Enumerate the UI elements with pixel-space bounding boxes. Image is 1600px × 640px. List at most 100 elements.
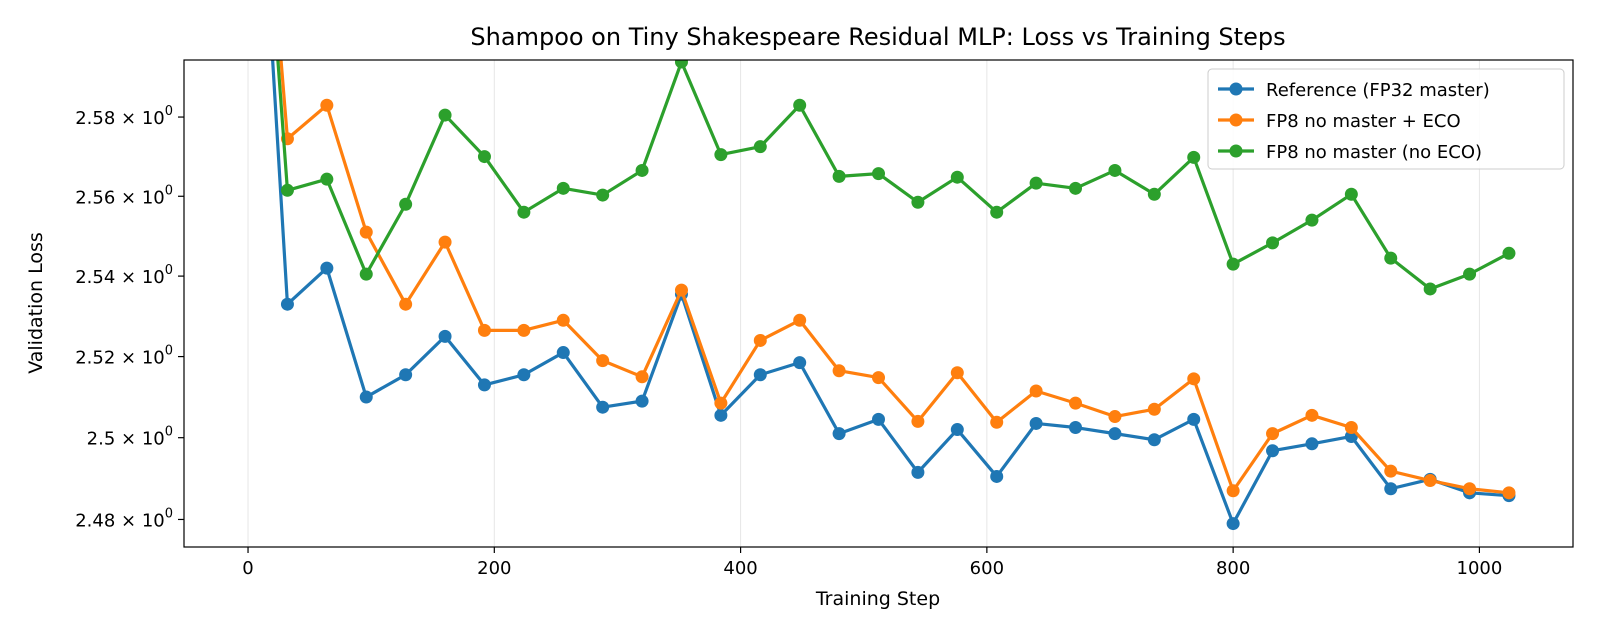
legend: Reference (FP32 master) FP8 no master + E… <box>1207 68 1565 170</box>
chart-title: Shampoo on Tiny Shakespeare Residual MLP… <box>470 23 1285 51</box>
data-point <box>517 205 531 219</box>
data-point <box>1187 372 1201 386</box>
y-tick-base: 10 <box>142 510 165 531</box>
data-point <box>990 469 1004 483</box>
data-point <box>438 235 452 249</box>
data-point <box>674 60 688 69</box>
legend-swatch-marker <box>1229 113 1243 127</box>
y-axis-label: Validation Loss <box>25 232 47 374</box>
data-point <box>1069 181 1083 195</box>
data-point <box>477 323 491 337</box>
data-point <box>950 423 964 437</box>
data-point <box>1029 416 1043 430</box>
y-tick-exponent: 0 <box>165 425 173 440</box>
data-point <box>438 108 452 122</box>
data-point <box>1305 437 1319 451</box>
y-tick-exponent: 0 <box>165 263 173 278</box>
data-point <box>1069 421 1083 435</box>
y-tick-mantissa: 2.48 × <box>75 510 142 531</box>
x-tick-label: 800 <box>1216 558 1250 579</box>
data-point <box>714 408 728 422</box>
data-point <box>1423 282 1437 296</box>
data-point <box>1187 412 1201 426</box>
y-tick-label: 2.5 × 100 <box>87 425 173 450</box>
data-point <box>280 297 294 311</box>
data-point <box>1463 482 1477 496</box>
data-point <box>1305 213 1319 227</box>
x-axis-label: Training Step <box>815 588 940 610</box>
y-tick-label: 2.52 × 100 <box>75 344 173 369</box>
data-point <box>320 261 334 275</box>
data-point <box>1029 384 1043 398</box>
data-point <box>1384 482 1398 496</box>
y-tick-base: 10 <box>142 108 165 129</box>
data-point <box>990 205 1004 219</box>
y-tick-mantissa: 2.54 × <box>75 267 142 288</box>
data-point <box>517 323 531 337</box>
x-tick-label: 0 <box>242 558 253 579</box>
data-point <box>714 148 728 162</box>
legend-box <box>1207 68 1565 170</box>
y-tick-exponent: 0 <box>165 183 173 198</box>
y-tick-exponent: 0 <box>165 506 173 521</box>
y-tick-base: 10 <box>142 267 165 288</box>
data-point <box>359 225 373 239</box>
data-point <box>793 98 807 112</box>
data-point <box>911 195 925 209</box>
data-point <box>1187 150 1201 164</box>
data-point <box>1384 464 1398 478</box>
data-point <box>832 427 846 441</box>
plot-frame <box>183 59 1574 548</box>
data-point <box>1423 474 1437 488</box>
data-point <box>950 366 964 380</box>
y-tick-mantissa: 2.56 × <box>75 187 142 208</box>
data-point <box>635 394 649 408</box>
data-point <box>1147 402 1161 416</box>
data-point <box>753 333 767 347</box>
y-tick-mantissa: 2.5 × <box>87 429 142 450</box>
x-tick-label: 1000 <box>1457 558 1503 579</box>
y-tick-label: 2.58 × 100 <box>75 104 173 129</box>
data-point <box>1384 251 1398 265</box>
data-point <box>320 172 334 186</box>
x-tick-label: 400 <box>723 558 757 579</box>
data-point <box>1502 486 1516 500</box>
data-point <box>872 371 885 385</box>
data-point <box>1344 421 1358 435</box>
data-point <box>990 415 1004 429</box>
data-point <box>596 188 610 202</box>
series-layer <box>271 60 1516 531</box>
data-point <box>793 356 807 370</box>
legend-item: FP8 no master + ECO <box>1218 111 1461 132</box>
data-point <box>399 368 413 382</box>
data-point <box>1266 427 1280 441</box>
data-point <box>556 346 570 360</box>
legend-label: FP8 no master + ECO <box>1266 111 1461 132</box>
data-point <box>477 150 491 164</box>
data-point <box>1069 396 1083 410</box>
data-point <box>320 98 334 112</box>
series-1 <box>271 60 1516 531</box>
x-axis-ticks: 0 200 400 600 800 1000 <box>242 547 1502 579</box>
data-point <box>556 181 570 195</box>
data-point <box>1266 444 1280 458</box>
data-point <box>1226 517 1240 531</box>
y-tick-label: 2.54 × 100 <box>75 263 173 288</box>
y-tick-base: 10 <box>142 187 165 208</box>
data-point <box>477 378 491 392</box>
data-point <box>911 414 925 428</box>
y-tick-base: 10 <box>142 429 165 450</box>
series-3 <box>276 60 1516 296</box>
data-point <box>280 183 294 197</box>
legend-item: FP8 no master (no ECO) <box>1218 142 1482 163</box>
legend-swatch-marker <box>1229 82 1243 96</box>
data-point <box>832 364 846 378</box>
data-point <box>596 354 610 368</box>
x-tick-label: 600 <box>970 558 1004 579</box>
y-tick-exponent: 0 <box>165 344 173 359</box>
data-point <box>1108 427 1122 441</box>
y-tick-mantissa: 2.58 × <box>75 108 142 129</box>
x-tick-label: 200 <box>477 558 511 579</box>
data-point <box>399 297 413 311</box>
